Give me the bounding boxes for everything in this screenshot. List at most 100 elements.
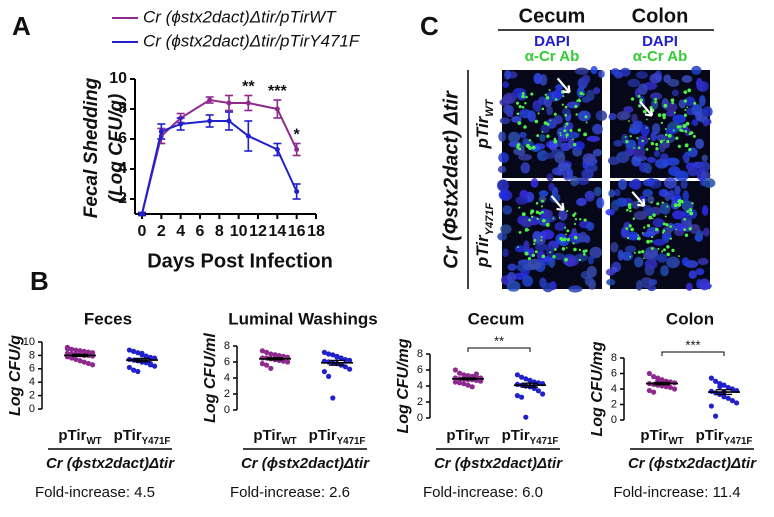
bacteria <box>689 131 694 135</box>
data-point <box>465 373 471 379</box>
data-point <box>321 349 327 355</box>
nucleus <box>558 209 568 221</box>
bacteria <box>673 203 678 208</box>
bacteria <box>524 251 529 256</box>
bacteria <box>633 147 635 149</box>
nucleus <box>498 190 510 200</box>
bacteria <box>643 257 645 260</box>
bacteria <box>572 138 574 141</box>
bacteria <box>541 254 546 259</box>
bacteria <box>646 239 651 244</box>
label-text: pTir <box>473 115 492 149</box>
y-tick-label: 8 <box>611 352 617 364</box>
bacteria <box>661 201 664 204</box>
nucleus <box>498 131 507 142</box>
bacteria <box>666 252 671 257</box>
nucleus <box>497 165 507 174</box>
bacteria <box>558 216 561 219</box>
nucleus <box>570 175 579 187</box>
nucleus <box>656 253 668 263</box>
bacteria <box>682 124 687 129</box>
bacteria <box>667 133 672 138</box>
bacteria <box>561 247 566 251</box>
x-tick-label: 12 <box>249 223 267 240</box>
nucleus <box>665 127 677 135</box>
bacteria <box>578 258 582 262</box>
y-tick-label: 4 <box>611 383 617 395</box>
data-point <box>734 400 740 406</box>
bacteria <box>625 208 629 212</box>
bacteria <box>683 99 687 103</box>
bacteria <box>572 242 575 245</box>
bacteria <box>651 217 654 220</box>
label-text: pTir <box>502 427 530 444</box>
data-point <box>207 97 213 103</box>
data-point <box>131 348 137 354</box>
nucleus <box>536 250 546 261</box>
y-tick-label: 4 <box>224 372 230 384</box>
data-point <box>651 374 657 380</box>
micrograph <box>497 65 608 182</box>
data-point <box>264 349 270 355</box>
data-point <box>131 367 137 373</box>
y-tick-label: 2 <box>118 190 127 207</box>
nucleus <box>611 199 620 212</box>
data-point <box>77 358 83 364</box>
bacteria <box>518 147 522 151</box>
bacteria <box>566 237 571 242</box>
nucleus <box>506 280 521 292</box>
data-point <box>540 391 546 397</box>
data-point <box>321 369 327 375</box>
bacteria <box>573 142 577 147</box>
bacteria <box>639 98 643 103</box>
nucleus <box>502 81 510 89</box>
data-point <box>535 388 542 394</box>
y-tick-label: 0 <box>29 403 35 415</box>
bacteria <box>541 210 544 214</box>
chart-title: Colon <box>666 309 714 328</box>
y-tick-label: 6 <box>118 130 127 147</box>
nucleus <box>672 114 686 124</box>
data-point <box>135 368 141 375</box>
bacteria <box>540 239 543 242</box>
rich-label: pTirY471F <box>309 427 366 447</box>
bacteria <box>552 254 556 259</box>
nucleus <box>621 251 633 261</box>
data-point <box>139 211 145 217</box>
nucleus <box>613 139 623 147</box>
nucleus <box>586 221 595 231</box>
panel-label: B <box>30 266 49 296</box>
bacteria <box>663 103 668 108</box>
bacteria <box>675 228 678 231</box>
bacteria <box>643 226 646 229</box>
bacteria <box>572 213 576 217</box>
bacteria <box>628 224 632 228</box>
nucleus <box>632 120 643 129</box>
nucleus <box>627 78 641 88</box>
bacteria <box>648 215 653 220</box>
nucleus <box>618 179 628 191</box>
bacteria <box>662 229 666 233</box>
bacteria <box>565 122 569 126</box>
x-tick-label: 10 <box>230 223 248 240</box>
label-sub: WT <box>484 98 496 116</box>
data-point <box>90 362 96 368</box>
nucleus <box>668 166 681 177</box>
legend-label: Cr (ϕstx2dact)Δtir/pTirWT <box>143 7 337 26</box>
nucleus <box>504 69 511 80</box>
bacteria <box>671 248 675 253</box>
nucleus <box>614 189 621 197</box>
nucleus <box>533 235 546 245</box>
bacteria <box>672 129 675 132</box>
bacteria <box>638 104 642 108</box>
micrograph <box>605 176 716 292</box>
nucleus <box>660 265 669 277</box>
nucleus <box>659 153 669 161</box>
y-axis-label: Log CFU/mg <box>589 341 606 436</box>
nucleus <box>698 95 706 107</box>
bacteria <box>629 209 632 213</box>
bacteria <box>629 255 632 258</box>
nucleus <box>605 268 615 276</box>
y-tick-label: 2 <box>29 390 35 402</box>
nucleus <box>497 179 510 192</box>
